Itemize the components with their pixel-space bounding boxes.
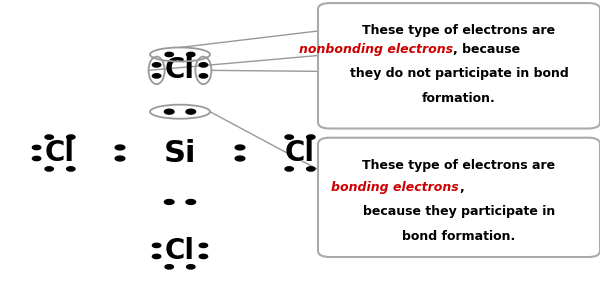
Text: bonding electrons: bonding electrons [331,181,459,193]
Circle shape [319,156,328,161]
Circle shape [285,167,293,171]
Circle shape [187,265,195,269]
Text: Si: Si [164,139,196,167]
Circle shape [67,135,75,139]
Circle shape [152,243,161,248]
Circle shape [186,109,196,114]
Text: formation.: formation. [422,92,496,105]
Circle shape [235,156,245,161]
Circle shape [285,135,293,139]
Text: These type of electrons are: These type of electrons are [362,159,556,172]
Circle shape [165,52,173,57]
Text: ,: , [459,181,464,193]
Circle shape [187,52,195,57]
Circle shape [199,254,208,259]
Text: Cl: Cl [165,56,195,84]
Circle shape [199,243,208,248]
Circle shape [152,254,161,259]
Circle shape [199,63,208,67]
Circle shape [152,63,161,67]
Text: because they participate in: because they participate in [363,205,555,218]
Circle shape [115,145,125,150]
Circle shape [165,265,173,269]
Text: nonbonding electrons: nonbonding electrons [299,43,453,56]
Text: , because: , because [453,43,520,56]
Circle shape [235,145,245,150]
Circle shape [199,74,208,78]
FancyBboxPatch shape [318,3,600,129]
Circle shape [164,109,174,114]
Circle shape [45,135,53,139]
Circle shape [307,135,315,139]
Text: Cl: Cl [165,237,195,265]
Circle shape [152,74,161,78]
Circle shape [319,145,328,150]
Circle shape [307,167,315,171]
FancyBboxPatch shape [318,138,600,257]
Text: they do not participate in bond: they do not participate in bond [350,67,568,80]
Circle shape [186,200,196,204]
Text: bond formation.: bond formation. [403,230,515,242]
Text: Cl: Cl [285,139,315,167]
Circle shape [67,167,75,171]
Circle shape [32,156,41,161]
Text: These type of electrons are: These type of electrons are [362,24,556,37]
Text: Cl: Cl [45,139,75,167]
Circle shape [115,156,125,161]
Circle shape [32,145,41,150]
Circle shape [45,167,53,171]
Circle shape [164,200,174,204]
